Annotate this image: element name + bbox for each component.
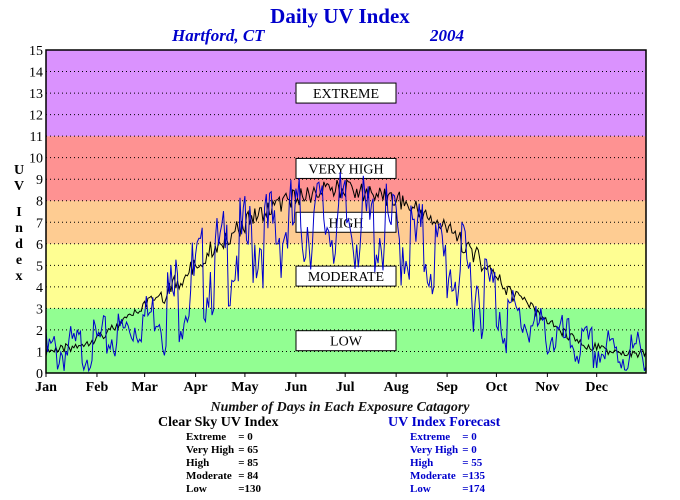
plot-frame bbox=[45, 49, 647, 374]
y-tick-label: 8 bbox=[36, 195, 43, 210]
forecast-stats-title: UV Index Forecast bbox=[388, 415, 501, 430]
stats-value: = 0 bbox=[462, 444, 477, 456]
y-axis-letter: V bbox=[13, 179, 25, 194]
y-tick-label: 7 bbox=[36, 216, 43, 231]
y-axis-letter: n bbox=[15, 221, 23, 236]
y-tick-label: 4 bbox=[36, 281, 43, 296]
stats-row: Extreme = 0 bbox=[408, 431, 487, 444]
x-tick-label: Aug bbox=[384, 380, 409, 395]
y-axis-letter: d bbox=[15, 237, 23, 252]
location-label: Hartford, CT bbox=[172, 26, 265, 45]
stats-value: = 55 bbox=[462, 457, 483, 469]
y-tick-label: 11 bbox=[30, 130, 43, 145]
stats-row: Moderate = 84 bbox=[184, 470, 263, 483]
y-tick-label: 1 bbox=[36, 345, 43, 360]
x-tick-label: May bbox=[231, 380, 258, 395]
exposure-caption: Number of Days in Each Exposure Catagory bbox=[210, 400, 470, 415]
x-tick-label: Mar bbox=[131, 380, 157, 395]
x-tick-label: Jun bbox=[285, 380, 308, 395]
x-tick-label: Feb bbox=[86, 380, 109, 395]
band-label: EXTREME bbox=[313, 87, 379, 102]
stats-label: Very High bbox=[410, 444, 459, 456]
stats-value: =135 bbox=[462, 470, 485, 482]
y-axis-letter: e bbox=[15, 253, 23, 268]
stats-label: Moderate bbox=[410, 470, 456, 482]
stats-row: Moderate =135 bbox=[408, 470, 487, 483]
band-label-box bbox=[295, 82, 397, 104]
stats-label: Low bbox=[186, 483, 207, 495]
stats-label: High bbox=[410, 457, 434, 469]
clear-sky-stats: Clear Sky UV Index Extreme = 0 Very High =… bbox=[158, 415, 278, 496]
x-tick-label: Apr bbox=[184, 380, 208, 395]
band-label: VERY HIGH bbox=[308, 162, 383, 177]
stats-row: Low =174 bbox=[408, 483, 487, 496]
x-tick-label: Sep bbox=[436, 380, 458, 395]
band-label-box bbox=[295, 157, 397, 179]
stats-value: = 84 bbox=[238, 470, 259, 482]
stats-label: High bbox=[186, 457, 210, 469]
x-tick-label: Nov bbox=[535, 380, 559, 395]
stats-value: =130 bbox=[238, 483, 261, 495]
band-label-box bbox=[295, 265, 397, 287]
band-label: MODERATE bbox=[308, 270, 384, 285]
stats-label: Low bbox=[410, 483, 431, 495]
stats-row: Low =130 bbox=[184, 483, 263, 496]
band-label-box bbox=[295, 330, 397, 352]
y-tick-label: 12 bbox=[29, 109, 43, 124]
y-tick-label: 0 bbox=[36, 367, 43, 382]
x-tick-label: Jul bbox=[336, 380, 355, 395]
stats-row: High = 55 bbox=[408, 457, 487, 470]
clear-sky-series-line bbox=[45, 178, 647, 359]
stats-row: Extreme = 0 bbox=[184, 431, 263, 444]
stats-label: Moderate bbox=[186, 470, 232, 482]
y-tick-label: 2 bbox=[36, 324, 43, 339]
y-tick-label: 3 bbox=[36, 302, 43, 317]
forecast-stats-table: Extreme = 0 Very High = 0 High = 55 Moderat… bbox=[408, 431, 487, 496]
x-tick-label: Jan bbox=[35, 380, 57, 395]
y-tick-label: 9 bbox=[36, 173, 43, 188]
x-tick-label: Oct bbox=[486, 380, 508, 395]
stats-value: = 0 bbox=[238, 431, 253, 443]
y-axis-letter: U bbox=[13, 163, 25, 178]
stats-label: Extreme bbox=[410, 431, 451, 443]
y-tick-label: 13 bbox=[29, 87, 43, 102]
y-axis-label: U V I n d e x bbox=[12, 163, 26, 285]
stats-value: = 0 bbox=[462, 431, 477, 443]
year-label: 2004 bbox=[430, 26, 464, 45]
chart-title: Daily UV Index bbox=[270, 4, 410, 28]
y-axis-letter: x bbox=[15, 269, 23, 284]
forecast-series-line bbox=[45, 171, 647, 373]
stats-row: Very High = 0 bbox=[408, 444, 487, 457]
y-tick-label: 5 bbox=[36, 259, 43, 274]
x-tick-label: Dec bbox=[585, 380, 608, 395]
y-axis-letter: I bbox=[16, 205, 22, 220]
clear-sky-stats-table: Extreme = 0 Very High = 65 High = 85 Modera… bbox=[184, 431, 263, 496]
y-tick-label: 10 bbox=[29, 152, 43, 167]
clear-sky-stats-title: Clear Sky UV Index bbox=[158, 415, 279, 430]
stats-row: Very High = 65 bbox=[184, 444, 263, 457]
stats-value: = 65 bbox=[238, 444, 259, 456]
stats-label: Extreme bbox=[186, 431, 227, 443]
y-tick-label: 15 bbox=[29, 44, 43, 59]
stats-label: Very High bbox=[186, 444, 235, 456]
stats-value: =174 bbox=[462, 483, 485, 495]
band-label: HIGH bbox=[329, 216, 364, 231]
stats-row: High = 85 bbox=[184, 457, 263, 470]
band-label: LOW bbox=[330, 335, 363, 350]
forecast-stats: UV Index Forecast Extreme = 0 Very High = … bbox=[388, 415, 500, 496]
stats-value: = 85 bbox=[238, 457, 259, 469]
y-tick-label: 14 bbox=[29, 66, 43, 81]
y-tick-label: 6 bbox=[36, 238, 43, 253]
